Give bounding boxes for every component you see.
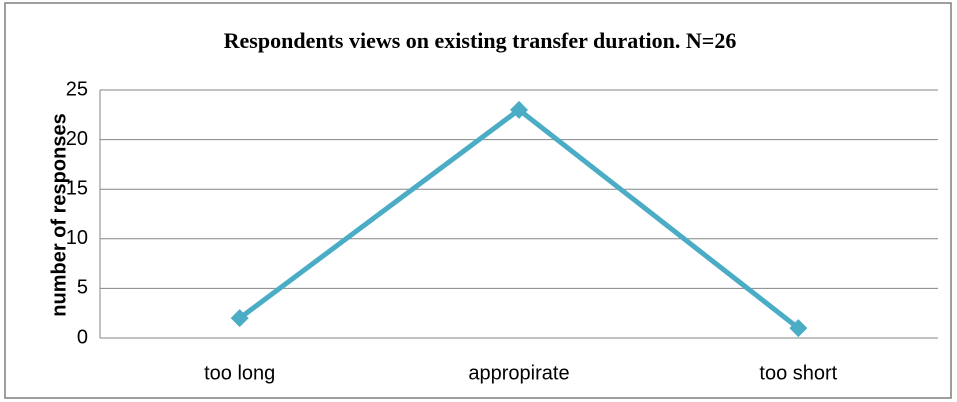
y-axis-label: number of responses (48, 113, 70, 316)
chart-title: Respondents views on existing transfer d… (224, 28, 737, 53)
y-tick-label: 5 (77, 277, 88, 299)
x-tick-label: too short (759, 362, 837, 384)
y-tick-label: 0 (77, 326, 88, 348)
y-tick-label: 15 (66, 177, 88, 199)
y-tick-label: 25 (66, 78, 88, 100)
marker (230, 309, 249, 328)
x-tick-label: appropirate (468, 362, 569, 384)
y-tick-label: 10 (66, 227, 88, 249)
marker (789, 319, 808, 338)
y-tick-label: 20 (66, 128, 88, 150)
x-tick-label: too long (204, 362, 275, 384)
chart-border (4, 2, 952, 399)
marker (510, 100, 528, 119)
